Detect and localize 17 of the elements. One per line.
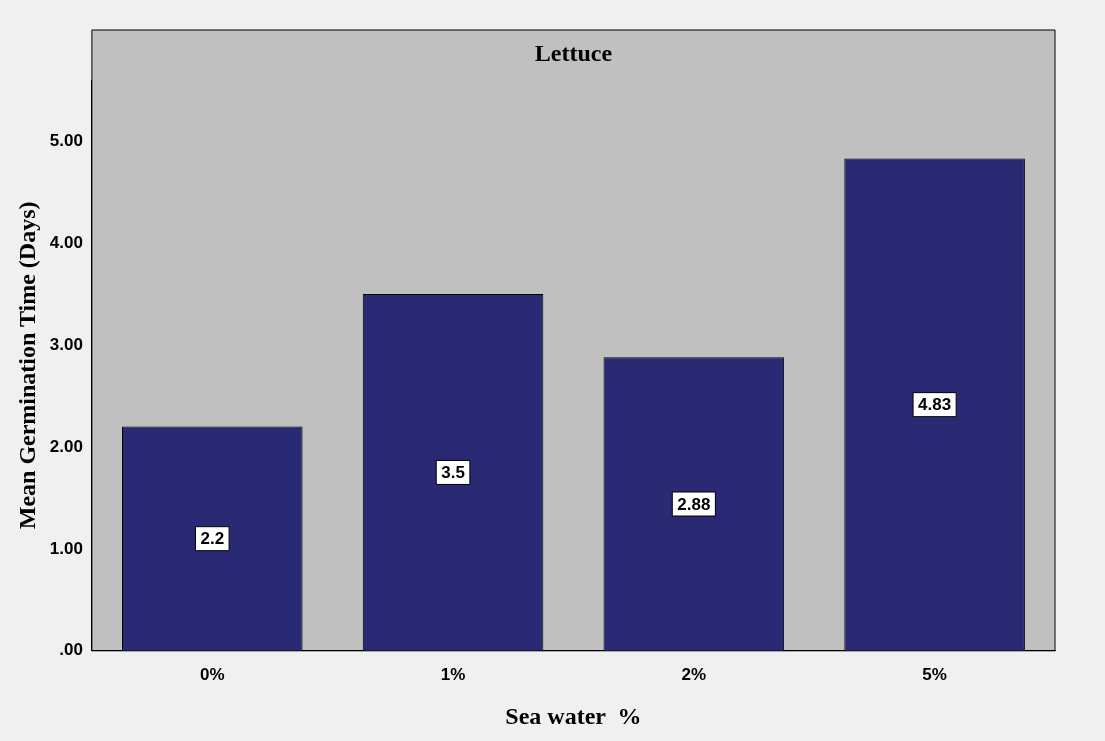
data-label: 3.5: [441, 463, 465, 483]
y-axis-title: Mean Germination Time (Days): [13, 201, 40, 530]
chart-title: Lettuce: [534, 40, 613, 67]
x-axis-title: Sea water %: [505, 702, 642, 729]
y-tick-label: 5.00: [49, 130, 83, 150]
y-tick-label: 3.00: [49, 334, 83, 354]
y-tick-label: 1.00: [49, 538, 83, 558]
data-label: 2.2: [200, 529, 225, 549]
x-tick-label: 2%: [681, 664, 707, 684]
x-tick-label: 1%: [440, 664, 466, 684]
x-tick-label: 0%: [199, 664, 225, 684]
y-tick-label: 4.00: [49, 232, 83, 252]
x-tick-label: 5%: [922, 664, 947, 684]
y-tick-label: .00: [59, 640, 83, 660]
y-tick-label: 2.00: [49, 436, 83, 456]
data-label: 4.83: [918, 395, 952, 415]
data-label: 2.88: [677, 494, 711, 514]
